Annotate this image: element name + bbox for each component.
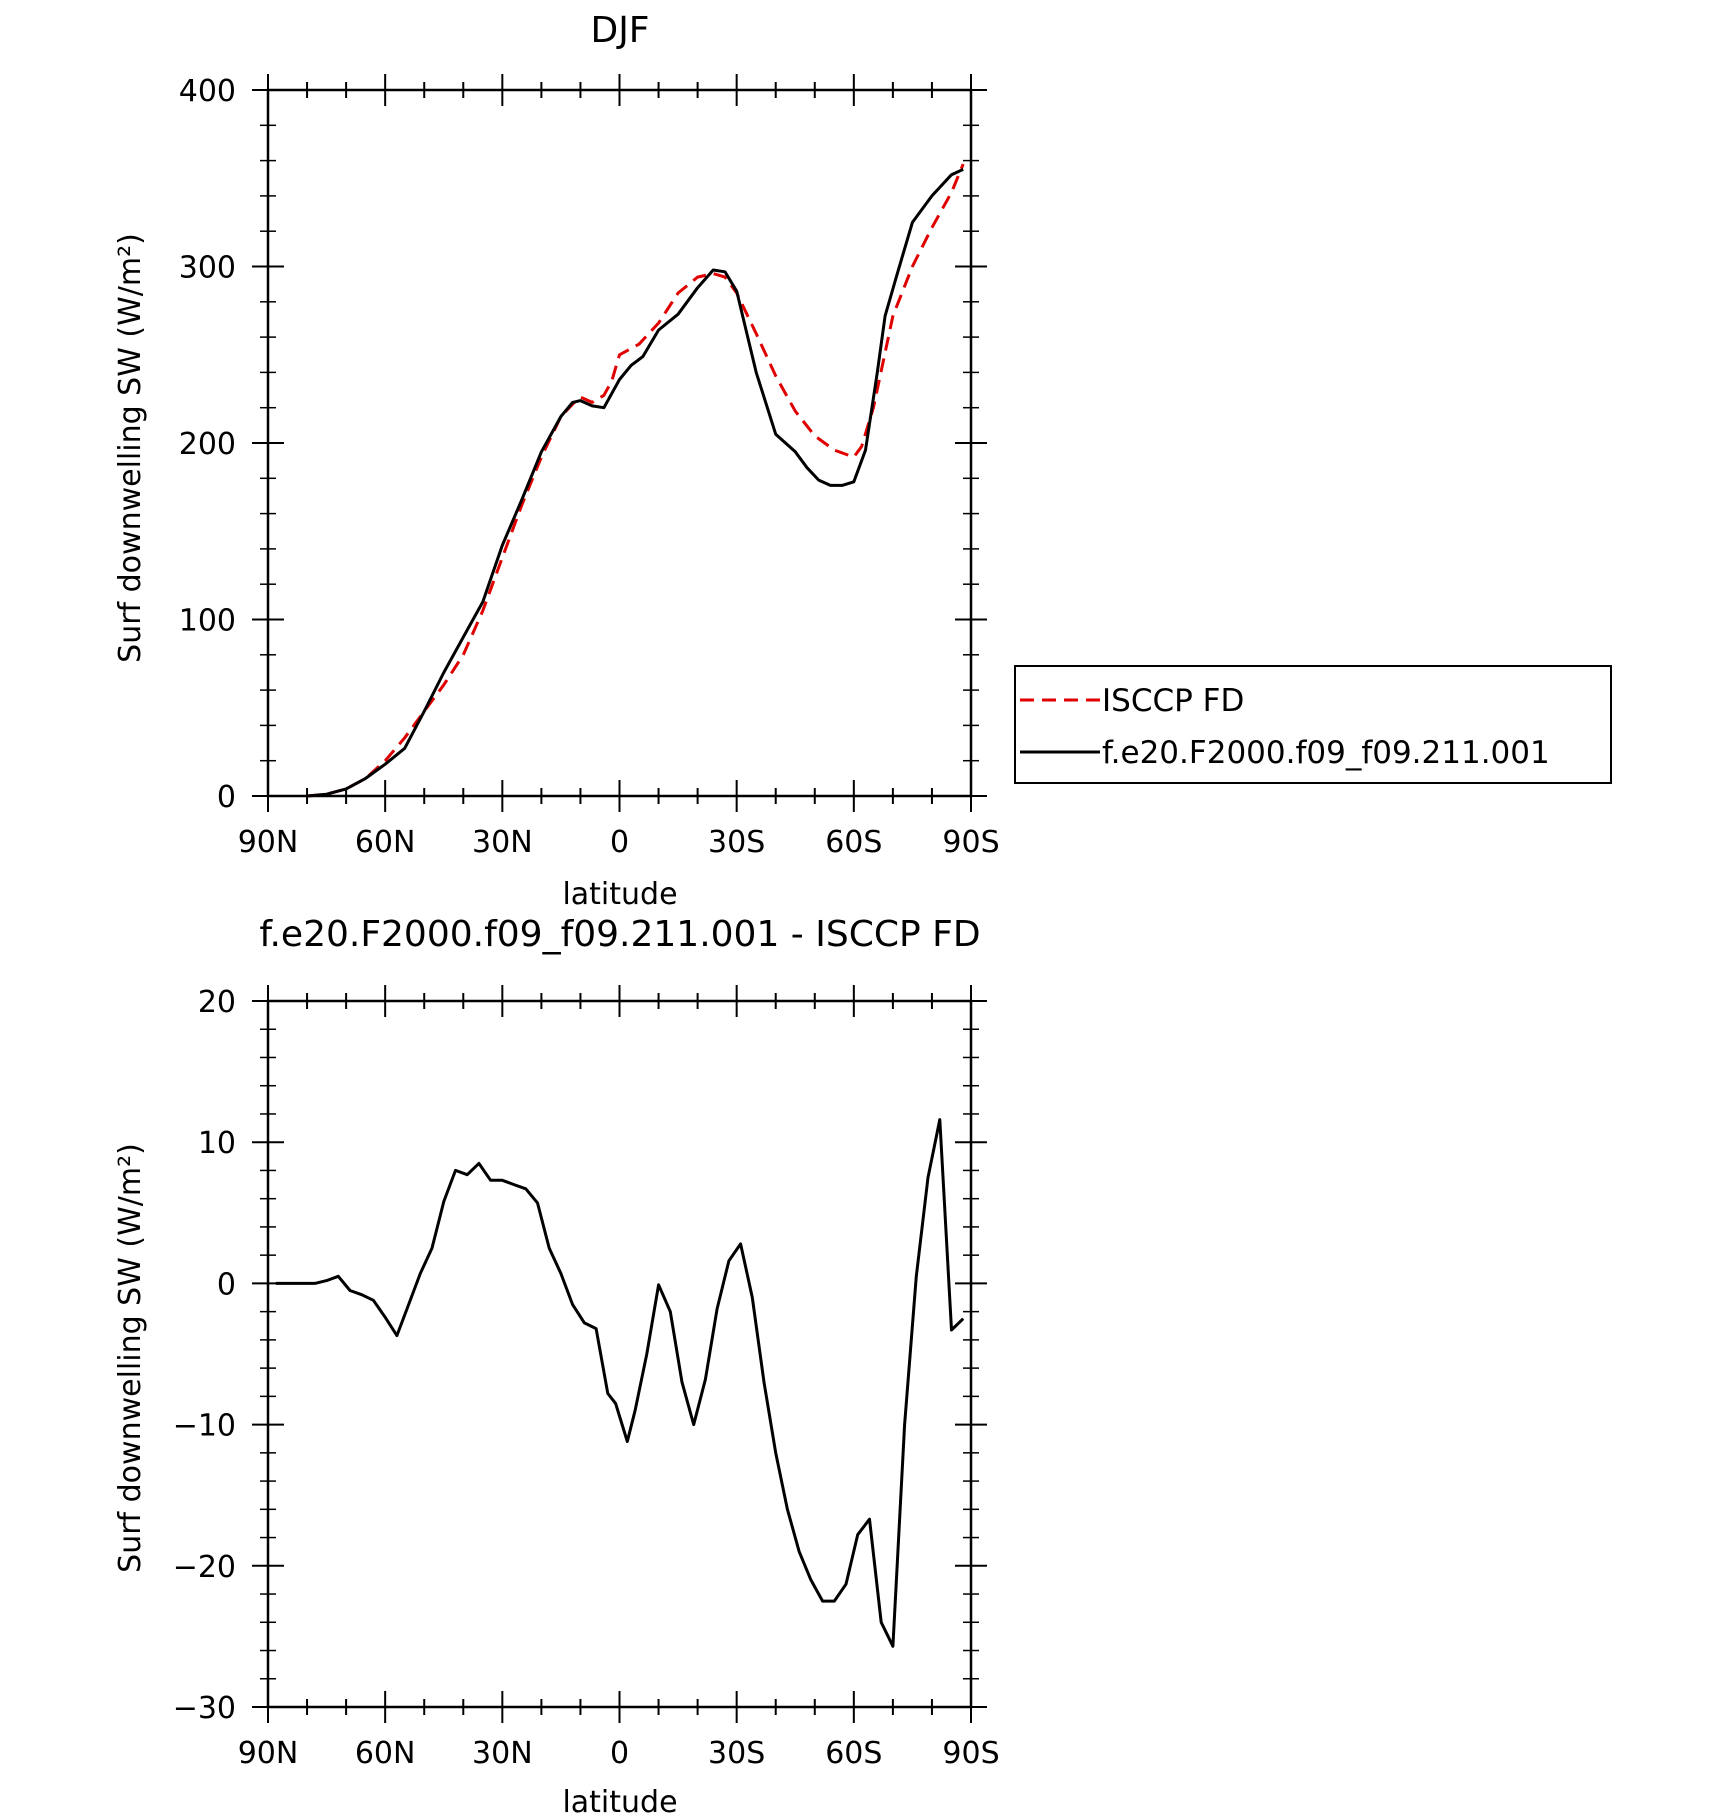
- x-tick-label: 0: [610, 825, 629, 860]
- bottom-chart-title: f.e20.F2000.f09_f09.211.001 - ISCCP FD: [259, 914, 980, 955]
- y-tick-label: 10: [198, 1126, 236, 1161]
- top-chart-title: DJF: [590, 10, 649, 51]
- legend-label-isccp: ISCCP FD: [1102, 683, 1244, 719]
- y-tick-label: −30: [173, 1691, 236, 1726]
- x-tick-label: 60S: [825, 1736, 882, 1771]
- y-tick-label: 20: [198, 985, 236, 1020]
- x-tick-label: 60S: [825, 825, 882, 860]
- x-tick-label: 0: [610, 1736, 629, 1771]
- legend-label-model: f.e20.F2000.f09_f09.211.001: [1102, 735, 1550, 771]
- bottom-panel: f.e20.F2000.f09_f09.211.001 - ISCCP FD S…: [113, 914, 1000, 1816]
- y-tick-label: 100: [179, 604, 236, 639]
- y-tick-label: −20: [173, 1550, 236, 1585]
- legend-box: [1014, 665, 1612, 784]
- top-x-axis-label: latitude: [562, 877, 677, 912]
- x-tick-label: 30S: [708, 825, 765, 860]
- x-tick-label: 90S: [942, 825, 999, 860]
- x-tick-label: 90N: [238, 1736, 299, 1771]
- y-tick-label: 300: [179, 251, 236, 286]
- x-tick-label: 60N: [355, 1736, 416, 1771]
- bottom-x-axis-label: latitude: [562, 1785, 677, 1816]
- x-tick-label: 30N: [472, 825, 533, 860]
- y-tick-label: 200: [179, 427, 236, 462]
- y-tick-label: 0: [217, 1267, 236, 1302]
- top-y-axis-label: Surf downwelling SW (W/m²): [113, 233, 148, 663]
- legend: ISCCP FD f.e20.F2000.f09_f09.211.001: [1014, 665, 1612, 784]
- top-panel: DJF Surf downwelling SW (W/m²) latitude …: [113, 10, 1000, 912]
- x-tick-label: 30N: [472, 1736, 533, 1771]
- series-line: [275, 1118, 965, 1648]
- x-tick-label: 90N: [238, 825, 299, 860]
- plot-frame: [266, 999, 973, 1709]
- x-tick-label: 30S: [708, 1736, 765, 1771]
- bottom-y-axis-label: Surf downwelling SW (W/m²): [113, 1143, 148, 1573]
- x-tick-label: 60N: [355, 825, 416, 860]
- y-tick-label: 0: [217, 780, 236, 815]
- y-tick-label: −10: [173, 1409, 236, 1444]
- x-tick-label: 90S: [942, 1736, 999, 1771]
- series-line: [306, 163, 965, 798]
- series-line: [306, 168, 964, 798]
- y-tick-label: 400: [179, 74, 236, 109]
